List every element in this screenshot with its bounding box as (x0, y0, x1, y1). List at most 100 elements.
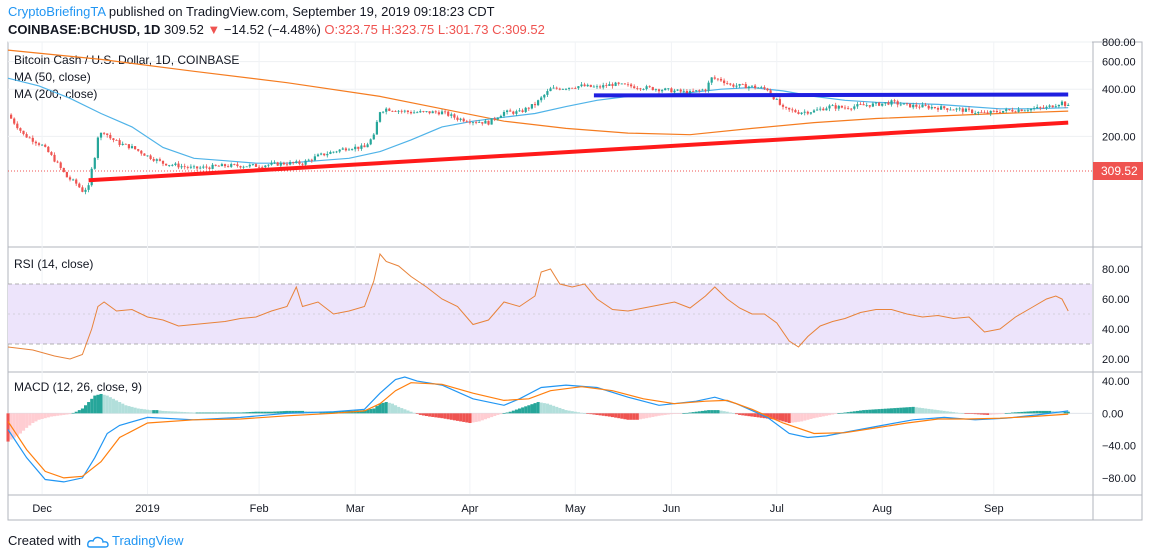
histogram-bar (518, 408, 522, 414)
candle-body (828, 105, 831, 109)
candle-body (165, 163, 168, 166)
candle-body (118, 140, 121, 146)
candle-body (1064, 101, 1067, 106)
histogram-bar (108, 397, 112, 414)
histogram-bar (530, 404, 534, 414)
candle-body (196, 166, 199, 169)
candle-body (25, 134, 28, 138)
candle-body (134, 146, 137, 150)
resistance-trendline[interactable] (593, 92, 1069, 98)
candle-body (533, 104, 537, 106)
histogram-bar (1035, 410, 1039, 414)
candle-body (633, 86, 636, 89)
candle-body (428, 111, 431, 114)
candle-body (927, 105, 930, 109)
macd-histogram (6, 393, 1092, 442)
candle-body (338, 149, 341, 152)
candle-body (564, 88, 568, 90)
histogram-bar (332, 411, 336, 414)
histogram-bar (465, 413, 469, 423)
candle-body (270, 162, 273, 165)
histogram-bar (40, 413, 44, 419)
histogram-bar (790, 413, 794, 423)
price-pane-title: Bitcoin Cash / U.S. Dollar, 1D, COINBASE (14, 53, 239, 67)
histogram-bar (595, 413, 599, 415)
histogram-bar (533, 403, 537, 414)
tradingview-brand[interactable]: TradingView (112, 533, 184, 548)
candle-body (964, 108, 967, 112)
candle-body (1057, 104, 1060, 107)
histogram-bar (12, 413, 16, 438)
candle-body (915, 104, 918, 107)
histogram-bar (68, 413, 72, 415)
candle-body (890, 100, 893, 105)
candle-body (223, 164, 227, 167)
histogram-bar (93, 395, 97, 414)
candle-body (419, 111, 422, 113)
histogram-bar (924, 408, 928, 414)
candle-body (862, 104, 865, 106)
candle-body (214, 164, 217, 166)
histogram-bar (713, 410, 717, 414)
histogram-bar (868, 409, 872, 414)
candle-body (484, 120, 487, 124)
histogram-bar (738, 413, 742, 415)
candle-body (372, 134, 375, 140)
candle-body (698, 90, 701, 92)
histogram-bar (958, 412, 962, 414)
candle-body (413, 112, 416, 114)
candle-body (1023, 110, 1026, 112)
histogram-bar (282, 411, 286, 414)
histogram-bar (797, 413, 801, 422)
candle-body (267, 164, 270, 166)
candle-body (670, 88, 673, 93)
candle-body (316, 154, 320, 157)
candle-body (161, 160, 165, 164)
candle-body (760, 87, 763, 88)
histogram-bar (511, 410, 515, 414)
publisher-name[interactable]: CryptoBriefingTA (8, 4, 106, 19)
candle-body (614, 82, 617, 86)
histogram-bar (899, 407, 903, 414)
histogram-bar (121, 403, 125, 414)
candle-body (496, 117, 499, 120)
histogram-bar (564, 410, 568, 414)
candle-body (608, 84, 611, 86)
rsi-tick-label: 40.00 (1102, 324, 1130, 336)
candle-body (602, 85, 605, 88)
support-trendline[interactable] (88, 120, 1069, 183)
candle-body (304, 160, 307, 165)
candle-body (797, 112, 800, 114)
histogram-bar (818, 413, 822, 417)
price-tick-label: 400.00 (1102, 84, 1136, 96)
candle-body (726, 83, 729, 84)
histogram-bar (666, 413, 670, 415)
histogram-bar (806, 413, 810, 420)
candle-body (53, 154, 56, 162)
histogram-bar (6, 413, 10, 442)
candle-body (59, 162, 62, 168)
candle-body (819, 108, 822, 110)
candle-body (310, 159, 313, 161)
histogram-bar (505, 412, 509, 414)
candle-body (103, 132, 106, 134)
histogram-bar (387, 402, 391, 414)
candle-body (521, 110, 524, 112)
histogram-bar (728, 412, 732, 414)
candle-body (366, 144, 369, 148)
histogram-bar (849, 411, 853, 414)
candle-body (112, 138, 115, 141)
histogram-bar (328, 411, 332, 414)
candle-body (28, 137, 31, 139)
candle-body (34, 141, 37, 144)
candle-body (285, 164, 289, 166)
histogram-bar (933, 409, 937, 414)
histogram-bar (623, 413, 627, 420)
candle-body (127, 144, 130, 149)
candle-body (682, 90, 685, 92)
candle-body (865, 105, 868, 107)
candle-body (651, 87, 654, 91)
histogram-bar (266, 411, 270, 414)
candle-body (874, 102, 878, 104)
histogram-bar (189, 412, 193, 414)
